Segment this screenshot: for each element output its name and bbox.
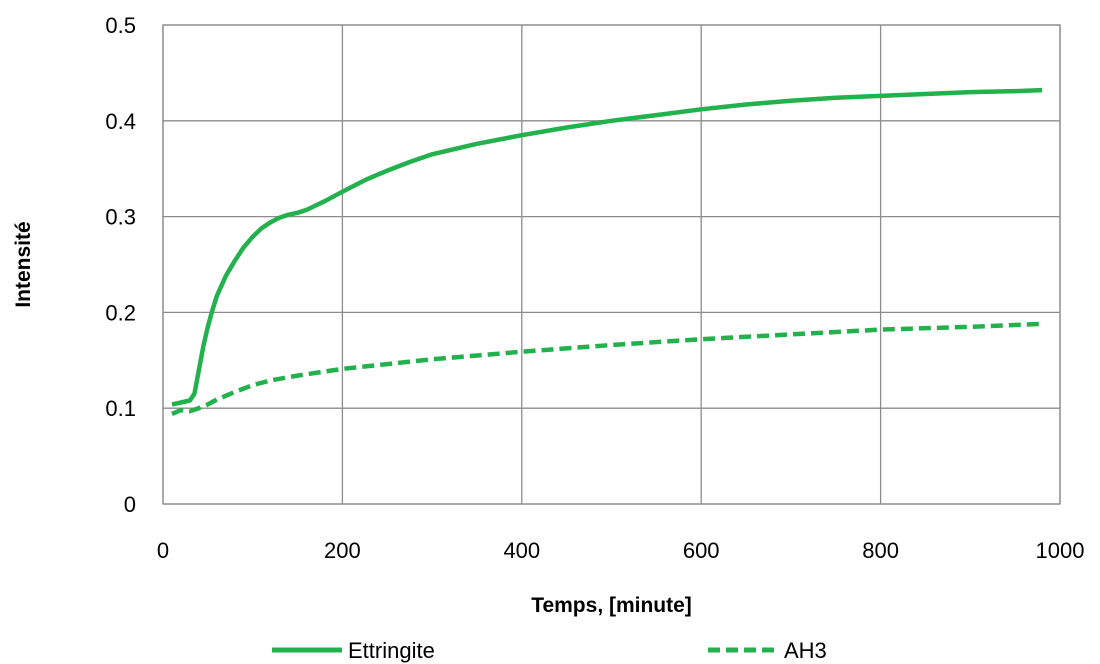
x-tick-label: 1000 [1036, 538, 1085, 563]
plot-frame [162, 24, 1061, 505]
legend-label: AH3 [784, 638, 827, 663]
y-tick-label: 0.2 [105, 300, 136, 325]
x-axis-title: Temps, [minute] [531, 594, 692, 617]
y-tick-label: 0.5 [105, 13, 136, 38]
x-tick-label: 400 [503, 538, 540, 563]
x-tick-label: 200 [324, 538, 361, 563]
y-tick-labels: 0 0.1 0.2 0.3 0.4 0.5 [105, 13, 136, 517]
x-tick-labels: 0 200 400 600 800 1000 [157, 538, 1085, 563]
gridlines [162, 24, 1061, 505]
legend: Ettringite AH3 [272, 638, 827, 663]
legend-label: Ettringite [348, 638, 435, 663]
y-tick-label: 0.1 [105, 396, 136, 421]
y-tick-label: 0 [124, 492, 136, 517]
x-tick-label: 800 [862, 538, 899, 563]
series-line-ah3 [171, 321, 1043, 416]
series-lines [171, 87, 1043, 416]
y-tick-label: 0.4 [105, 109, 136, 134]
series-line-ettringite [171, 87, 1043, 407]
y-tick-label: 0.3 [105, 205, 136, 230]
x-tick-label: 600 [683, 538, 720, 563]
x-tick-label: 0 [157, 538, 169, 563]
y-axis-title: Intensité [12, 221, 35, 307]
